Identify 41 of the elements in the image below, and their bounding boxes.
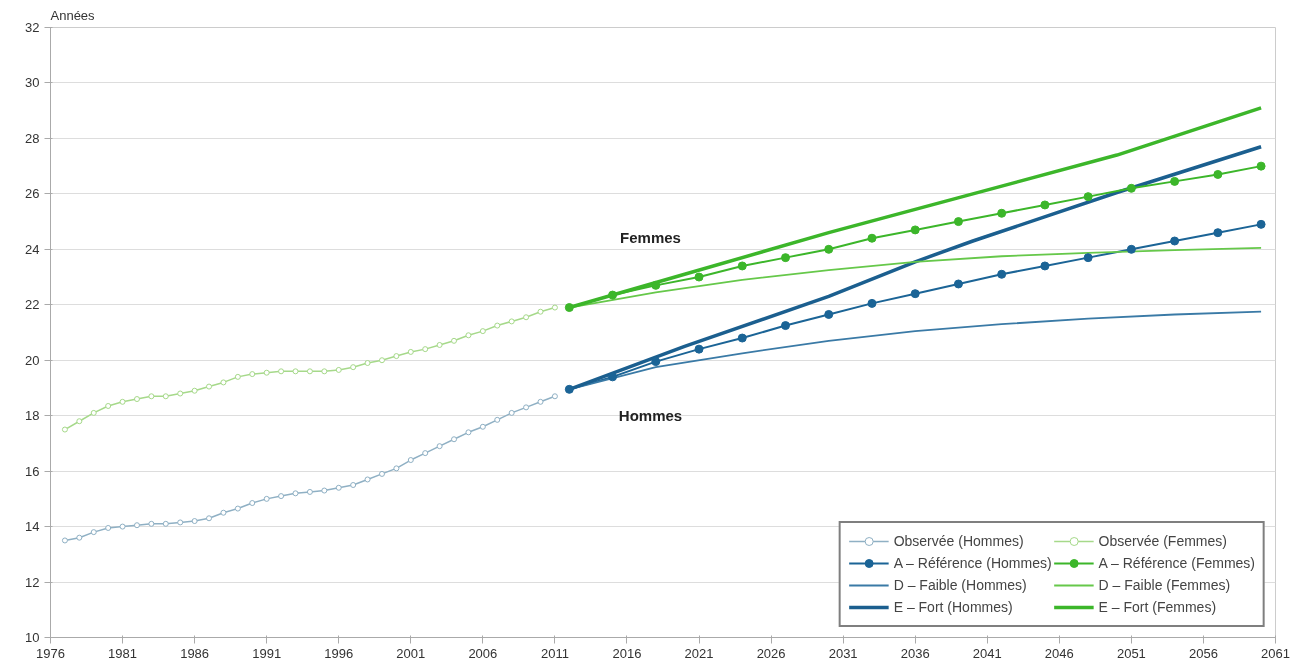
x-tick-label: 2056 [1188,645,1218,661]
y-tick-label: 26 [25,186,40,202]
legend-label: A – Référence (Femmes) [1098,555,1255,571]
y-tick-label: 18 [25,408,40,424]
y-tick-label: 22 [25,297,40,313]
x-tick-label: 2041 [972,645,1002,661]
x-tick-label: 2001 [396,645,426,661]
x-tick-label: 2016 [612,645,642,661]
x-tick-label: 1996 [324,645,354,661]
y-tick-label: 32 [25,20,40,35]
x-tick-label: 1976 [36,645,65,661]
y-axis-title: Années [50,7,96,23]
x-tick-label: 2061 [1261,645,1290,661]
x-tick-label: 2021 [684,645,714,661]
y-tick-label: 10 [25,630,40,645]
y-tick-label: 12 [25,574,40,590]
legend-label: Observée (Hommes) [893,533,1024,549]
x-tick-label: 2006 [468,645,498,661]
x-tick-label: 1991 [252,645,282,661]
legend-label: E – Fort (Femmes) [1098,599,1217,615]
x-tick-label: 1986 [180,645,210,661]
legend-label: D – Faible (Hommes) [893,577,1027,593]
legend-label: E – Fort (Hommes) [893,599,1013,615]
annotation: Hommes [618,407,683,424]
y-tick-label: 28 [25,130,40,146]
x-tick-label: 2046 [1044,645,1074,661]
y-tick-label: 14 [25,519,40,535]
y-tick-label: 24 [25,241,40,257]
x-tick-label: 1981 [108,645,138,661]
legend-label: Observée (Femmes) [1098,533,1227,549]
x-tick-label: 2026 [756,645,786,661]
legend-label: A – Référence (Hommes) [893,555,1052,571]
y-tick-label: 16 [25,463,40,479]
annotation: Femmes [620,229,681,246]
legend-label: D – Faible (Femmes) [1098,577,1231,593]
y-tick-label: 20 [25,352,40,368]
x-tick-label: 2036 [900,645,930,661]
x-tick-label: 2011 [540,645,569,661]
y-tick-label: 30 [25,75,40,91]
x-tick-label: 2031 [828,645,858,661]
x-tick-label: 2051 [1116,645,1146,661]
